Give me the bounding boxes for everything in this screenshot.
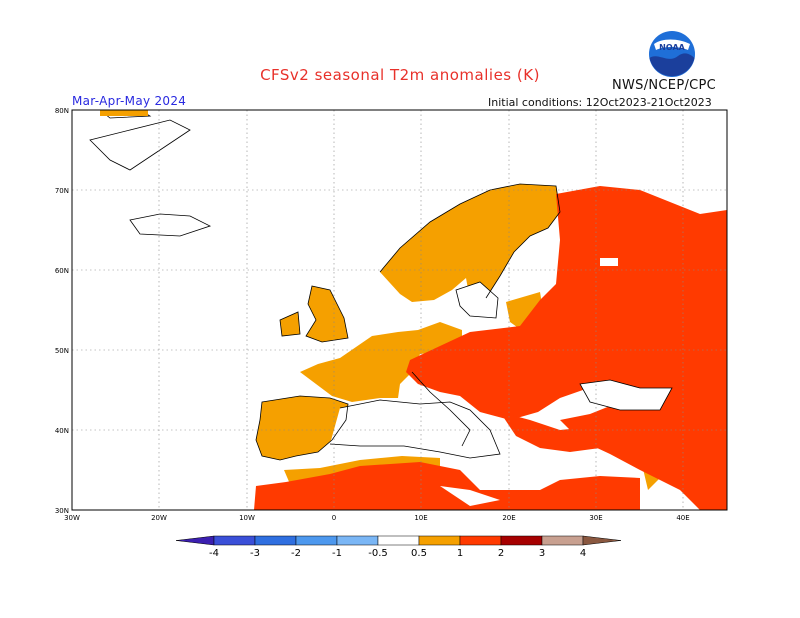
legend-tick-label: 3 <box>539 548 545 559</box>
lon-label: 20W <box>151 514 167 522</box>
legend-swatch <box>295 535 338 546</box>
lon-label: 10W <box>239 514 255 522</box>
lon-axis: 30W 20W 10W 0 10E 20E 30E 40E <box>64 514 690 522</box>
lon-label: 30W <box>64 514 80 522</box>
legend-tick-label: -1 <box>332 548 342 559</box>
lat-axis: 80N 70N 60N 50N 40N 30N <box>55 107 69 515</box>
logo-text: NOAA <box>659 43 685 52</box>
lon-label: 0 <box>332 514 336 522</box>
legend-swatch <box>213 535 256 546</box>
legend-tick-label: 0.5 <box>411 548 427 559</box>
greenland-anomaly <box>100 110 148 116</box>
legend-arrow-high <box>582 535 622 546</box>
legend-swatch <box>418 535 461 546</box>
legend-swatch <box>377 535 420 546</box>
initial-conditions-label: Initial conditions: 12Oct2023-21Oct2023 <box>488 96 712 109</box>
lat-label: 80N <box>55 107 69 115</box>
legend-swatch <box>336 535 379 546</box>
legend-tick-label: 2 <box>498 548 504 559</box>
lon-label: 20E <box>502 514 515 522</box>
legend-tick-label: 1 <box>457 548 463 559</box>
lon-label: 30E <box>589 514 602 522</box>
season-label: Mar-Apr-May 2024 <box>72 94 187 108</box>
lat-label: 30N <box>55 507 69 515</box>
lat-label: 40N <box>55 427 69 435</box>
lat-label: 70N <box>55 187 69 195</box>
legend-swatch <box>459 535 502 546</box>
lon-label: 10E <box>414 514 427 522</box>
legend-swatch <box>254 535 297 546</box>
map-title: CFSv2 seasonal T2m anomalies (K) <box>260 66 540 84</box>
color-legend: -4 -3 -2 -1 -0.5 0.5 1 2 3 4 <box>175 535 622 559</box>
legend-tick-label: -2 <box>291 548 301 559</box>
lon-label: 40E <box>676 514 689 522</box>
noaa-logo: NOAA <box>649 31 695 77</box>
lat-label: 50N <box>55 347 69 355</box>
legend-tick-label: 4 <box>580 548 586 559</box>
legend-swatch <box>541 535 584 546</box>
anomaly-1-to-2-region <box>254 186 727 510</box>
sea-areas <box>330 258 672 506</box>
legend-tick-label: -0.5 <box>368 548 388 559</box>
agency-label: NWS/NCEP/CPC <box>612 78 717 93</box>
legend-swatch <box>500 535 543 546</box>
lat-label: 60N <box>55 267 69 275</box>
coastlines <box>89 110 673 461</box>
legend-arrow-low <box>175 535 215 546</box>
legend-tick-label: -3 <box>250 548 260 559</box>
map-frame <box>71 109 728 511</box>
legend-tick-label: -4 <box>209 548 219 559</box>
graticule <box>72 110 727 510</box>
